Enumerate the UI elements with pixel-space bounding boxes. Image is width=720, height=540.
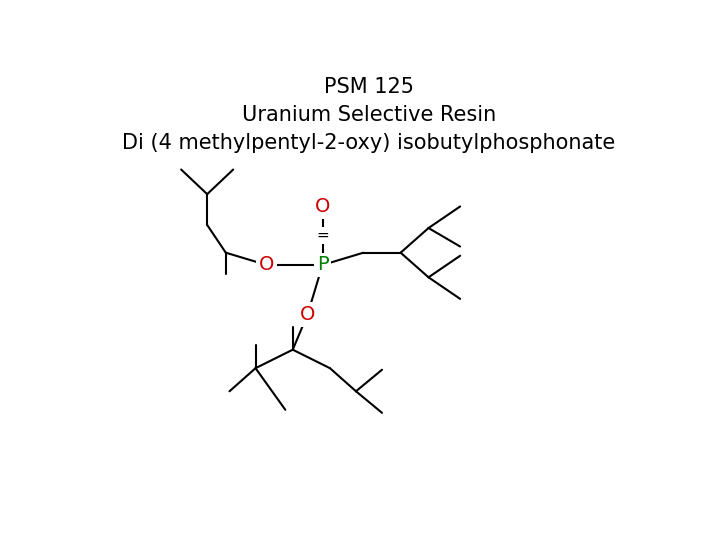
Text: P: P: [317, 255, 328, 274]
Text: O: O: [259, 255, 274, 274]
Text: O: O: [315, 197, 330, 216]
Text: =: =: [316, 228, 329, 243]
Text: PSM 125
Uranium Selective Resin
Di (4 methylpentyl-2-oxy) isobutylphosphonate: PSM 125 Uranium Selective Resin Di (4 me…: [122, 77, 616, 153]
Text: O: O: [300, 305, 315, 324]
